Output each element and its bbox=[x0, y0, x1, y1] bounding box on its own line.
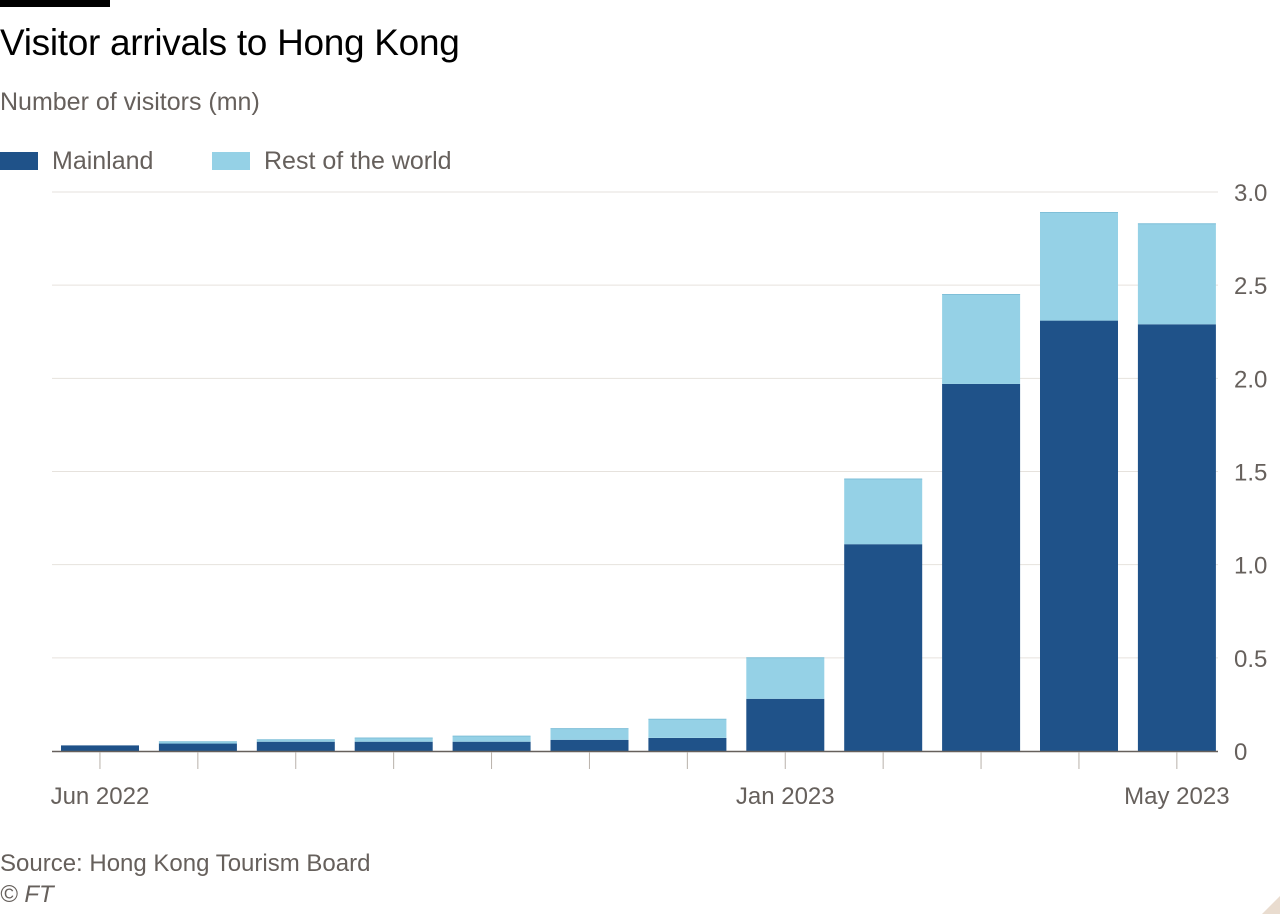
bar-mainland bbox=[1040, 320, 1118, 751]
bar-rest-of-world bbox=[550, 728, 629, 740]
legend-label-mainland: Mainland bbox=[52, 146, 154, 175]
bar-rest-of-world bbox=[844, 479, 923, 545]
bar-rest-of-world bbox=[158, 741, 237, 744]
x-tick-label: May 2023 bbox=[1124, 783, 1229, 810]
chart-subtitle: Number of visitors (mn) bbox=[0, 88, 260, 116]
bar-mainland bbox=[746, 698, 825, 751]
bar-rest-of-world bbox=[942, 294, 1021, 384]
source-note: Source: Hong Kong Tourism Board bbox=[0, 850, 371, 877]
bar-mainland bbox=[354, 741, 433, 751]
bar-rest-of-world bbox=[1137, 223, 1216, 325]
legend-label-rest-of-world: Rest of the world bbox=[264, 146, 452, 175]
y-tick-label: 1.0 bbox=[1234, 553, 1267, 580]
x-tick-label: Jan 2023 bbox=[736, 783, 835, 810]
bar-rest-of-world bbox=[452, 736, 531, 742]
copyright-note: © FT bbox=[0, 881, 54, 908]
bar-rest-of-world bbox=[746, 657, 825, 699]
y-tick-label: 1.5 bbox=[1234, 460, 1267, 487]
bar-mainland bbox=[452, 741, 531, 751]
bar-mainland bbox=[942, 383, 1021, 751]
corner-fold bbox=[1262, 896, 1280, 914]
y-tick-label: 0.5 bbox=[1234, 646, 1267, 673]
bar-mainland bbox=[61, 745, 139, 751]
y-tick-label: 3.0 bbox=[1234, 180, 1267, 207]
y-tick-label: 0 bbox=[1234, 739, 1247, 766]
bar-mainland bbox=[256, 741, 335, 751]
chart-title: Visitor arrivals to Hong Kong bbox=[0, 22, 460, 63]
legend-item-mainland: Mainland bbox=[0, 146, 153, 176]
x-tick-label: Jun 2022 bbox=[51, 783, 150, 810]
bar-chart: 0 0.5 1.0 1.5 2.0 2.5 3.0 Jun 2022 Jan 2023 May 2… bbox=[51, 180, 1268, 810]
bar-rest-of-world bbox=[354, 738, 433, 742]
bar-mainland bbox=[648, 738, 727, 751]
legend-swatch-rest-of-world bbox=[212, 152, 250, 170]
bar-mainland bbox=[844, 544, 923, 751]
legend-item-rest-of-world: Rest of the world bbox=[212, 146, 452, 176]
bar-rest-of-world bbox=[1040, 212, 1118, 321]
bar-rest-of-world bbox=[256, 739, 335, 742]
y-tick-label: 2.0 bbox=[1234, 366, 1267, 393]
legend-swatch-mainland bbox=[0, 152, 38, 170]
bar-mainland bbox=[550, 739, 629, 751]
bar-mainland bbox=[158, 743, 237, 751]
header-accent-bar bbox=[0, 0, 110, 7]
bar-mainland bbox=[1137, 324, 1216, 751]
bar-rest-of-world bbox=[648, 719, 727, 738]
y-tick-label: 2.5 bbox=[1234, 273, 1267, 300]
